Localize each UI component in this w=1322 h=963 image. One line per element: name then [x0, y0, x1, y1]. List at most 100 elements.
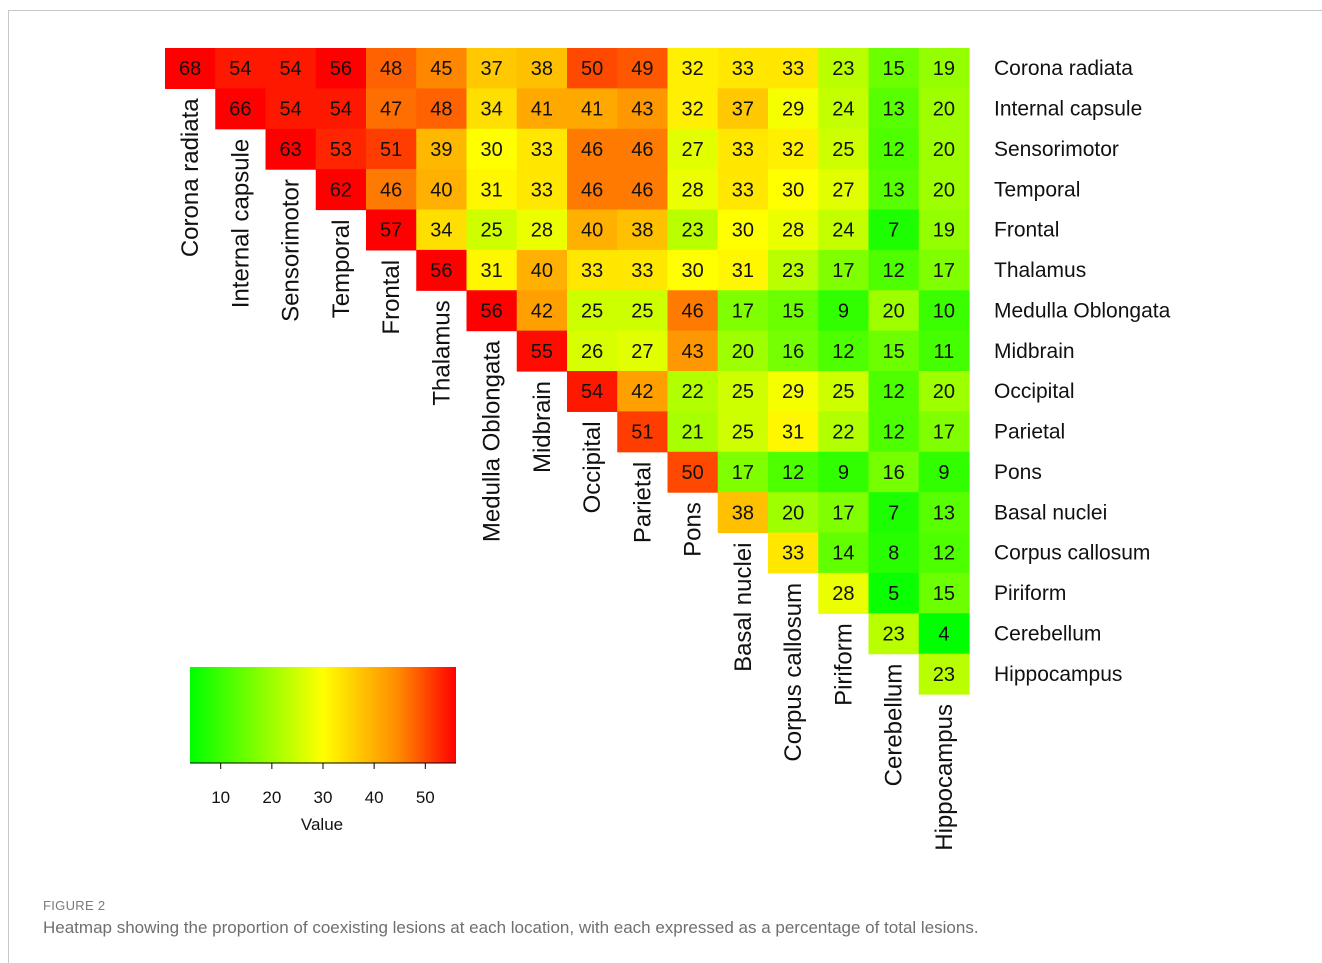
heatmap-cell-occipital-basal-nuclei	[717, 371, 769, 412]
row-label-thalamus: Thalamus	[994, 259, 1086, 282]
cell-value-label: 33	[531, 179, 553, 201]
cell-value-label: 19	[933, 58, 955, 80]
heatmap-cell-occipital-cerebellum	[868, 371, 920, 412]
heatmap-cell-basal-nuclei-corpus-callosum	[768, 492, 819, 534]
heatmap-cell-temporal-piriform	[818, 169, 870, 211]
heatmap-cell-internal-capsule-thalamus	[416, 88, 468, 130]
heatmap-cell-piriform-piriform	[818, 572, 870, 614]
cell-value-label: 23	[832, 58, 854, 80]
cell-value-label: 19	[933, 220, 955, 242]
colorbar-tick-label: 40	[365, 788, 384, 807]
cell-value-label: 33	[732, 58, 754, 80]
heatmap-cell-midbrain-parietal	[617, 330, 669, 372]
cell-value-label: 25	[732, 422, 754, 444]
heatmap-cell-corona-radiata-frontal	[366, 48, 417, 89]
heatmap-cell-occipital-pons	[667, 371, 719, 412]
cell-value-label: 15	[782, 300, 804, 322]
column-label-frontal: Frontal	[378, 260, 405, 335]
heatmap-cell-sensorimotor-medulla-oblongata	[466, 128, 518, 170]
cell-value-label: 26	[581, 341, 603, 363]
heatmap-cell-temporal-thalamus	[416, 169, 468, 211]
cell-value-label: 40	[430, 179, 452, 201]
heatmap-cell-midbrain-occipital	[567, 330, 618, 372]
heatmap-cell-corona-radiata-medulla-oblongata	[466, 48, 518, 89]
cell-value-label: 37	[481, 58, 503, 80]
cell-value-label: 17	[732, 462, 754, 484]
heatmap-cell-basal-nuclei-basal-nuclei	[717, 492, 769, 534]
cell-value-label: 17	[832, 502, 854, 524]
column-label-thalamus: Thalamus	[428, 300, 455, 405]
heatmap-cell-sensorimotor-sensorimotor	[265, 128, 317, 170]
cell-value-label: 33	[581, 260, 603, 282]
heatmap-cell-corpus-callosum-cerebellum	[868, 532, 920, 574]
heatmap-cell-sensorimotor-pons	[667, 128, 719, 170]
heatmap-cell-medulla-oblongata-pons	[667, 290, 719, 332]
heatmap-cell-temporal-cerebellum	[868, 169, 920, 211]
heatmap-cell-corona-radiata-temporal	[315, 48, 367, 89]
cell-value-label: 7	[888, 220, 899, 242]
heatmap-cell-internal-capsule-midbrain	[516, 88, 568, 130]
heatmap-cell-internal-capsule-temporal	[315, 88, 367, 130]
heatmap-cell-thalamus-corpus-callosum	[768, 249, 819, 291]
heatmap-cell-frontal-occipital	[567, 209, 618, 251]
row-label-corpus-callosum: Corpus callosum	[994, 542, 1150, 565]
cell-value-label: 12	[782, 462, 804, 484]
cell-value-label: 15	[933, 583, 955, 605]
heatmap-cell-internal-capsule-medulla-oblongata	[466, 88, 518, 130]
heatmap-cell-occipital-parietal	[617, 371, 669, 412]
column-label-temporal: Temporal	[328, 220, 355, 319]
heatmap-cell-thalamus-pons	[667, 249, 719, 291]
cell-value-label: 23	[933, 664, 955, 686]
row-label-midbrain: Midbrain	[994, 340, 1075, 363]
cell-value-label: 12	[883, 260, 905, 282]
heatmap-cell-midbrain-basal-nuclei	[717, 330, 769, 372]
heatmap-cell-medulla-oblongata-basal-nuclei	[717, 290, 769, 332]
cell-value-label: 27	[832, 179, 854, 201]
heatmap-cell-sensorimotor-midbrain	[516, 128, 568, 170]
cell-value-label: 38	[531, 58, 553, 80]
heatmap-cell-thalamus-occipital	[567, 249, 618, 291]
heatmap-cell-frontal-thalamus	[416, 209, 468, 251]
cell-value-label: 38	[631, 220, 653, 242]
heatmap-cell-temporal-basal-nuclei	[717, 169, 769, 211]
cell-value-label: 31	[481, 179, 503, 201]
cell-value-label: 12	[883, 381, 905, 403]
colorbar-ticks: 10 20 30 40 50	[211, 763, 435, 807]
cell-value-label: 28	[682, 179, 704, 201]
heatmap-cell-frontal-corpus-callosum	[768, 209, 819, 251]
row-label-piriform: Piriform	[994, 582, 1066, 605]
cell-value-label: 28	[782, 220, 804, 242]
heatmap-cell-internal-capsule-corpus-callosum	[768, 88, 819, 130]
heatmap-cell-parietal-corpus-callosum	[768, 411, 819, 453]
figure-label: FIGURE 2	[43, 898, 106, 913]
cell-value-label: 13	[883, 99, 905, 121]
heatmap-cell-corona-radiata-hippocampus	[918, 48, 970, 89]
heatmap-cell-sensorimotor-parietal	[617, 128, 669, 170]
heatmap-cell-corona-radiata-corona-radiata	[165, 48, 216, 89]
cell-value-label: 40	[581, 220, 603, 242]
cell-value-label: 49	[631, 58, 653, 80]
cell-value-label: 42	[531, 300, 553, 322]
heatmap-cell-temporal-parietal	[617, 169, 669, 211]
heatmap-cell-corona-radiata-sensorimotor	[265, 48, 317, 89]
column-label-parietal: Parietal	[629, 462, 656, 543]
column-label-sensorimotor: Sensorimotor	[278, 179, 305, 322]
heatmap-cell-corpus-callosum-hippocampus	[918, 532, 970, 574]
cell-value-label: 43	[682, 341, 704, 363]
heatmap-cell-pons-corpus-callosum	[768, 451, 819, 493]
cell-value-label: 8	[888, 543, 899, 565]
cell-value-label: 38	[732, 502, 754, 524]
cell-value-label: 66	[229, 99, 251, 121]
cell-value-label: 9	[938, 462, 949, 484]
colorbar-tick-label: 50	[416, 788, 435, 807]
cell-value-label: 25	[832, 139, 854, 161]
cell-value-label: 13	[933, 502, 955, 524]
heatmap-cell-medulla-oblongata-midbrain	[516, 290, 568, 332]
cell-value-label: 30	[732, 220, 754, 242]
heatmap-cell-sensorimotor-occipital	[567, 128, 618, 170]
row-label-basal-nuclei: Basal nuclei	[994, 501, 1107, 524]
row-labels: Corona radiata Internal capsule Sensorimot…	[994, 57, 1171, 686]
colorbar-tick-label: 30	[314, 788, 333, 807]
cell-value-label: 22	[832, 422, 854, 444]
